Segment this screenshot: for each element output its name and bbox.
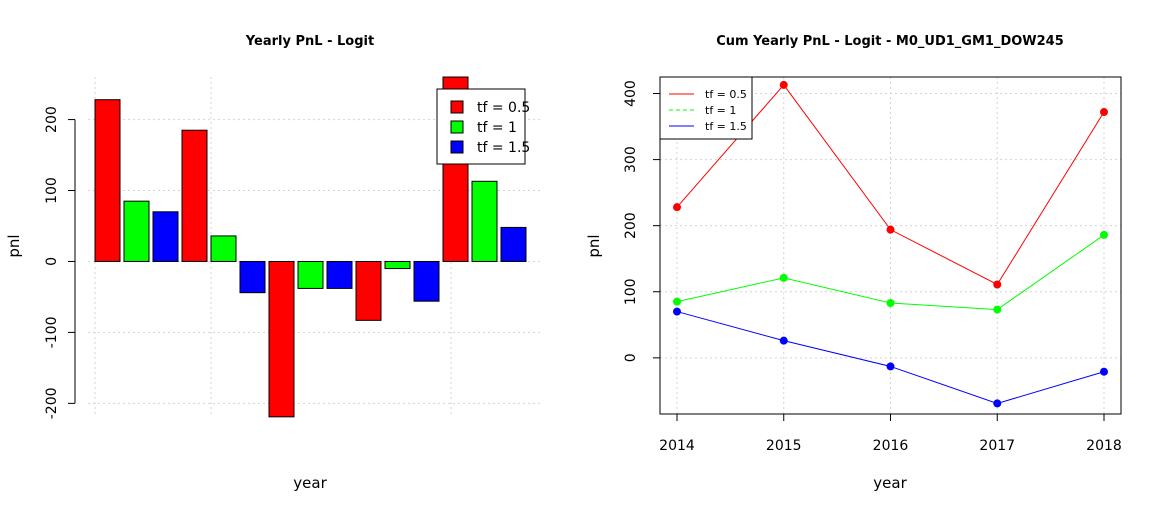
line-chart-x-tick-label-4: 2018	[1086, 438, 1122, 454]
line-chart-y-tick-label-0: 0	[623, 353, 639, 362]
line-chart-x-tick-label-0: 2014	[659, 438, 695, 454]
bar-chart-y-axis: -200 -100 0 100 200	[44, 106, 76, 419]
line-chart-x-axis-label: year	[873, 474, 907, 492]
line-point-2014-series-1	[673, 297, 681, 306]
line-chart-legend-label-2: tf = 1.5	[705, 120, 747, 133]
line-point-2018-series-0	[1100, 108, 1108, 117]
bar-2015-series-0	[181, 129, 208, 262]
bar-2015-series-2	[239, 260, 266, 294]
bar-2016-series-1	[297, 260, 324, 289]
line-chart-y-axis-label: pnl	[585, 234, 603, 257]
bar-chart-y-tick-label-0: -200	[44, 387, 60, 419]
bar-chart-x-axis-label: year	[293, 474, 327, 492]
line-chart-y-tick-label-3: 300	[623, 146, 639, 173]
bar-chart-y-tick-label-2: 0	[44, 257, 60, 266]
bar-2018-series-2	[500, 226, 527, 262]
bar-2014-series-0	[94, 99, 121, 262]
bar-2018-series-1	[471, 180, 498, 262]
bar-2016-series-2	[326, 260, 353, 289]
line-chart-title: Cum Yearly PnL - Logit - M0_UD1_GM1_DOW2…	[716, 34, 1064, 49]
bar-chart-legend-swatch-0	[450, 100, 464, 114]
bar-chart-legend-swatch-1	[450, 120, 464, 134]
line-chart-y-tick-label-2: 200	[623, 212, 639, 239]
bar-chart-yearly-pnl: Yearly PnL - Logit year pnl -200 -100 0 100…	[5, 34, 540, 492]
bar-2014-series-1	[123, 200, 150, 262]
bar-chart-legend-label-0: tf = 0.5	[477, 100, 530, 116]
line-chart-legend-box	[659, 76, 753, 140]
line-chart-cum-yearly-pnl: Cum Yearly PnL - Logit - M0_UD1_GM1_DOW2…	[585, 34, 1122, 492]
bar-chart-title: Yearly PnL - Logit	[245, 34, 374, 49]
line-chart-legend: tf = 0.5 tf = 1 tf = 1.5	[659, 76, 753, 140]
line-chart-y-axis: 0 100 200 300 400	[623, 80, 660, 362]
bar-2017-series-2	[413, 260, 440, 302]
bar-2014-series-2	[152, 211, 179, 262]
line-point-2016-series-1	[886, 298, 895, 307]
line-point-2017-series-0	[993, 280, 1002, 289]
line-chart-x-tick-label-2: 2016	[873, 438, 909, 454]
bar-chart-legend: tf = 0.5 tf = 1 tf = 1.5	[436, 88, 530, 165]
bar-chart-y-tick-label-1: -100	[44, 317, 60, 349]
line-chart-x-tick-label-1: 2015	[766, 438, 802, 454]
bar-2017-series-1	[384, 260, 411, 270]
line-chart-y-tick-label-1: 100	[623, 278, 639, 305]
line-point-2014-series-0	[673, 203, 681, 212]
bar-chart-y-axis-label: pnl	[5, 234, 23, 257]
bar-chart-legend-label-1: tf = 1	[477, 120, 517, 136]
line-point-2018-series-2	[1100, 367, 1108, 376]
bar-chart-legend-swatch-2	[450, 140, 464, 154]
line-point-2015-series-1	[779, 273, 788, 282]
line-point-2015-series-0	[779, 80, 788, 89]
bar-chart-y-tick-label-3: 100	[44, 177, 60, 204]
line-chart-y-tick-label-4: 400	[623, 80, 639, 107]
line-point-2018-series-1	[1100, 230, 1108, 239]
line-point-2014-series-2	[673, 307, 681, 316]
line-chart-legend-label-1: tf = 1	[705, 104, 736, 117]
line-point-2016-series-2	[886, 362, 895, 371]
line-point-2017-series-1	[993, 305, 1002, 314]
bar-2017-series-0	[355, 260, 382, 321]
bar-chart-bars	[94, 76, 527, 418]
line-chart-x-axis: 2014 2015 2016 2017 2018	[659, 414, 1122, 454]
line-chart-x-tick-label-3: 2017	[979, 438, 1015, 454]
bar-2016-series-0	[268, 260, 295, 418]
line-chart-legend-label-0: tf = 0.5	[705, 88, 747, 101]
bar-chart-legend-label-2: tf = 1.5	[477, 140, 530, 156]
line-point-2015-series-2	[779, 336, 788, 345]
line-point-2017-series-2	[993, 399, 1002, 408]
line-point-2016-series-0	[886, 225, 895, 234]
bar-2015-series-1	[210, 235, 237, 262]
bar-chart-y-tick-label-4: 200	[44, 106, 60, 133]
